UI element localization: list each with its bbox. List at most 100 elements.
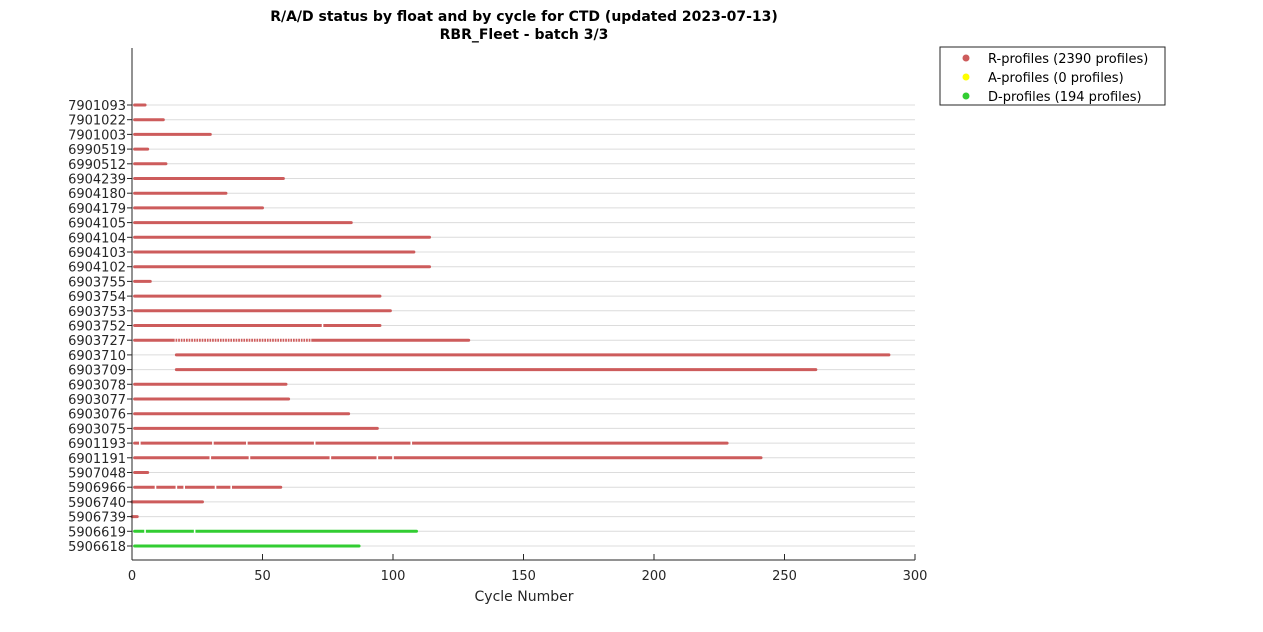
profile-gap bbox=[307, 338, 309, 343]
y-tick-label: 5907048 bbox=[68, 467, 126, 482]
profile-gap bbox=[182, 338, 184, 343]
profile-gap bbox=[286, 338, 288, 343]
profile-gap bbox=[266, 338, 267, 343]
y-tick-labels: 7901093790102279010036990519699051269042… bbox=[68, 99, 132, 555]
profile-gap bbox=[247, 338, 249, 343]
profile-gap bbox=[392, 455, 394, 460]
profile-gap bbox=[219, 338, 220, 343]
profile-gap bbox=[273, 338, 275, 343]
profile-gap bbox=[193, 529, 196, 534]
profile-gap bbox=[200, 338, 202, 343]
legend-marker bbox=[962, 92, 970, 100]
y-tick-label: 6903710 bbox=[68, 349, 126, 364]
y-tick-label: 6903077 bbox=[68, 393, 126, 408]
y-tick-label: 6903709 bbox=[68, 364, 126, 379]
y-tick-label: 6901193 bbox=[68, 437, 126, 452]
y-tick-label: 5906619 bbox=[68, 525, 126, 540]
legend-entry: D-profiles (194 profiles) bbox=[988, 90, 1142, 105]
x-tick-label: 150 bbox=[511, 569, 536, 584]
profile-gap bbox=[203, 338, 205, 343]
profile-gap bbox=[190, 338, 192, 343]
y-tick-label: 6903755 bbox=[68, 275, 126, 290]
y-tick-label: 6904179 bbox=[68, 202, 126, 217]
profile-gap bbox=[174, 338, 176, 343]
legend-box bbox=[939, 46, 1166, 106]
chart-title: R/A/D status by float and by cycle for C… bbox=[270, 9, 778, 25]
x-tick-label: 100 bbox=[381, 569, 406, 584]
profile-gap bbox=[211, 338, 213, 343]
y-tick-label: 5906966 bbox=[68, 481, 126, 496]
profile-gap bbox=[239, 338, 241, 343]
y-tick-label: 6903752 bbox=[68, 320, 126, 335]
legend-marker bbox=[962, 54, 970, 62]
profile-gap bbox=[310, 338, 312, 343]
x-tick-labels: 0 50 100 150 200 250 300 bbox=[128, 554, 928, 584]
y-tick-label: 6903075 bbox=[68, 422, 126, 437]
profile-gap bbox=[214, 485, 217, 490]
profile-gap bbox=[248, 455, 251, 460]
y-tick-label: 6904103 bbox=[68, 246, 126, 261]
y-tick-label: 6903753 bbox=[68, 305, 126, 320]
profile-gap bbox=[321, 323, 324, 328]
profile-gap bbox=[289, 338, 291, 343]
y-tick-label: 6990512 bbox=[68, 158, 126, 173]
profile-gap bbox=[209, 455, 212, 460]
profile-gap bbox=[237, 338, 239, 343]
profile-gap bbox=[263, 338, 265, 343]
profile-gap bbox=[208, 338, 210, 343]
profile-gap bbox=[299, 338, 301, 343]
profile-gap bbox=[255, 338, 257, 343]
profile-gap bbox=[245, 338, 247, 343]
profile-gap bbox=[329, 455, 332, 460]
profile-gap bbox=[246, 441, 248, 446]
y-tick-label: 6904104 bbox=[68, 231, 126, 246]
profile-gap bbox=[276, 338, 278, 343]
profile-gap bbox=[297, 338, 299, 343]
y-tick-label: 6903078 bbox=[68, 378, 126, 393]
profile-gap bbox=[232, 338, 233, 343]
y-tick-label: 6901191 bbox=[68, 452, 126, 467]
y-tick-label: 6904180 bbox=[68, 187, 126, 202]
x-tick-label: 300 bbox=[903, 569, 928, 584]
y-tick-label: 5906739 bbox=[68, 511, 126, 526]
profile-gap bbox=[376, 455, 379, 460]
y-tick-label: 5906618 bbox=[68, 540, 126, 555]
profile-gap bbox=[250, 338, 252, 343]
data-marks bbox=[130, 103, 891, 548]
profile-gap bbox=[216, 338, 218, 343]
legend-entry: R-profiles (2390 profiles) bbox=[988, 52, 1148, 67]
profile-gap bbox=[279, 338, 280, 343]
profile-gap bbox=[284, 338, 286, 343]
profile-gap bbox=[234, 338, 236, 343]
y-tick-label: 6990519 bbox=[68, 143, 126, 158]
x-tick-label: 200 bbox=[642, 569, 667, 584]
profile-gap bbox=[175, 485, 178, 490]
profile-gap bbox=[154, 485, 157, 490]
legend-marker bbox=[962, 73, 970, 81]
profile-gap bbox=[281, 338, 283, 343]
y-tick-label: 6903727 bbox=[68, 334, 126, 349]
x-tick-label: 250 bbox=[772, 569, 797, 584]
profile-gap bbox=[252, 338, 254, 343]
x-axis-label: Cycle Number bbox=[475, 589, 574, 605]
profile-gap bbox=[271, 338, 273, 343]
profile-gap bbox=[292, 338, 294, 343]
y-tick-label: 6904105 bbox=[68, 217, 126, 232]
profile-gap bbox=[179, 338, 181, 343]
profile-gap bbox=[229, 338, 231, 343]
profile-gap bbox=[205, 338, 207, 343]
profile-gap bbox=[268, 338, 270, 343]
legend-entry: A-profiles (0 profiles) bbox=[988, 71, 1124, 86]
profile-gap bbox=[183, 485, 185, 490]
y-tick-label: 6903076 bbox=[68, 408, 126, 423]
y-tick-label: 7901003 bbox=[68, 128, 126, 143]
y-tick-label: 7901093 bbox=[68, 99, 126, 114]
profile-gap bbox=[224, 338, 226, 343]
y-tick-label: 6904102 bbox=[68, 261, 126, 276]
profile-gap bbox=[139, 441, 141, 446]
profile-gap bbox=[195, 338, 197, 343]
profile-gap bbox=[230, 485, 232, 490]
x-tick-label: 0 bbox=[128, 569, 136, 584]
profile-gap bbox=[410, 441, 413, 446]
